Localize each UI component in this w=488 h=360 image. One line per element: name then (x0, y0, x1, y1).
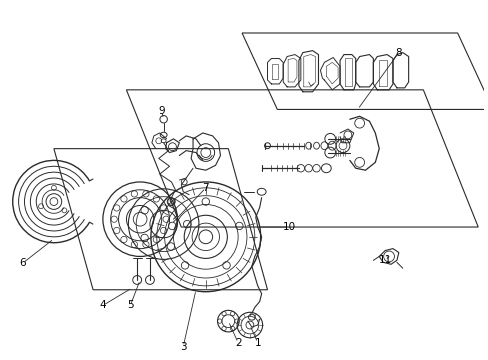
Text: 5: 5 (127, 301, 133, 310)
Text: 3: 3 (180, 342, 186, 352)
Text: 4: 4 (100, 301, 106, 310)
Text: 9: 9 (158, 107, 164, 116)
Text: 8: 8 (395, 48, 401, 58)
Text: 10: 10 (282, 222, 295, 232)
Text: 2: 2 (234, 338, 241, 348)
Text: 11: 11 (378, 255, 391, 265)
Text: 1: 1 (254, 338, 261, 348)
Text: 7: 7 (202, 183, 209, 193)
Text: 6: 6 (19, 258, 26, 268)
